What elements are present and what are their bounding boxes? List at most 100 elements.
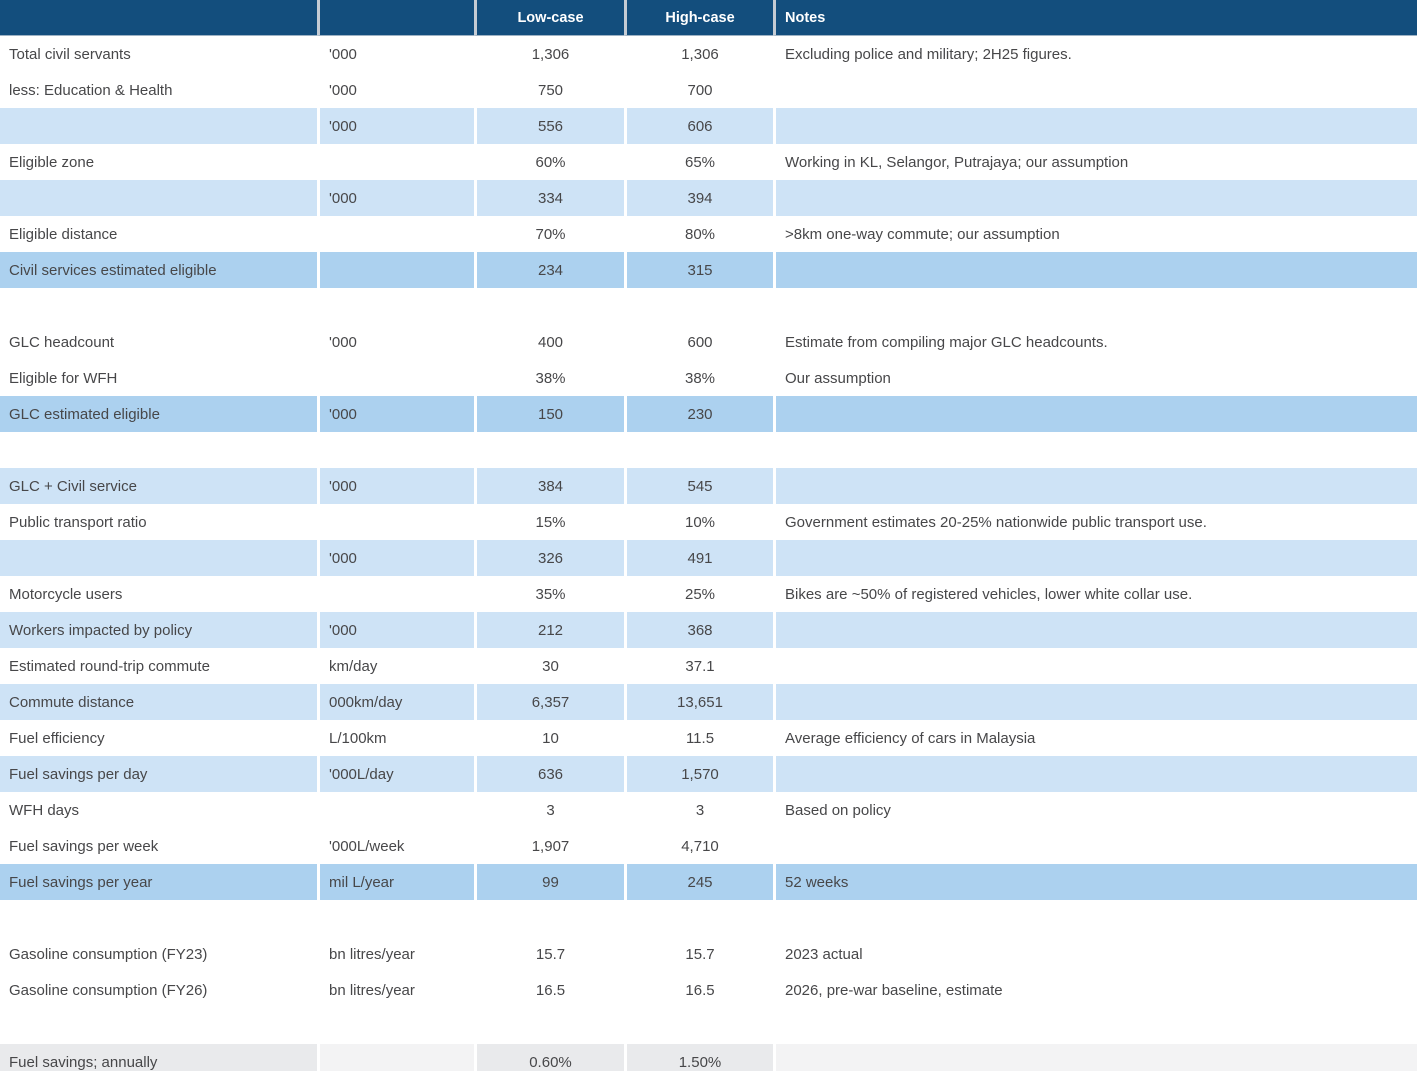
- column-header-label[interactable]: [0, 0, 317, 36]
- low-case-cell[interactable]: 38%: [474, 360, 624, 396]
- high-case-cell[interactable]: 80%: [624, 216, 773, 252]
- notes-cell[interactable]: Bikes are ~50% of registered vehicles, l…: [773, 576, 1417, 612]
- unit-cell[interactable]: [317, 900, 474, 936]
- row-label-cell[interactable]: [0, 1008, 317, 1044]
- low-case-cell[interactable]: 60%: [474, 144, 624, 180]
- row-label-cell[interactable]: Eligible zone: [0, 144, 317, 180]
- notes-cell[interactable]: [773, 180, 1417, 216]
- unit-cell[interactable]: [317, 144, 474, 180]
- low-case-cell[interactable]: 6,357: [474, 684, 624, 720]
- high-case-cell[interactable]: 15.7: [624, 936, 773, 972]
- unit-cell[interactable]: [317, 360, 474, 396]
- low-case-cell[interactable]: 70%: [474, 216, 624, 252]
- row-label-cell[interactable]: Eligible for WFH: [0, 360, 317, 396]
- low-case-cell[interactable]: 30: [474, 648, 624, 684]
- low-case-cell[interactable]: 636: [474, 756, 624, 792]
- unit-cell[interactable]: '000: [317, 36, 474, 72]
- column-header-low-case[interactable]: Low-case: [474, 0, 624, 36]
- row-label-cell[interactable]: GLC + Civil service: [0, 468, 317, 504]
- notes-cell[interactable]: [773, 612, 1417, 648]
- high-case-cell[interactable]: 37.1: [624, 648, 773, 684]
- notes-cell[interactable]: [773, 1044, 1417, 1071]
- low-case-cell[interactable]: 150: [474, 396, 624, 432]
- high-case-cell[interactable]: 10%: [624, 504, 773, 540]
- notes-cell[interactable]: 52 weeks: [773, 864, 1417, 900]
- high-case-cell[interactable]: 1.50%: [624, 1044, 773, 1071]
- unit-cell[interactable]: 000km/day: [317, 684, 474, 720]
- unit-cell[interactable]: [317, 216, 474, 252]
- high-case-cell[interactable]: [624, 900, 773, 936]
- notes-cell[interactable]: [773, 432, 1417, 468]
- row-label-cell[interactable]: WFH days: [0, 792, 317, 828]
- low-case-cell[interactable]: 384: [474, 468, 624, 504]
- low-case-cell[interactable]: 556: [474, 108, 624, 144]
- notes-cell[interactable]: [773, 828, 1417, 864]
- row-label-cell[interactable]: Gasoline consumption (FY26): [0, 972, 317, 1008]
- unit-cell[interactable]: L/100km: [317, 720, 474, 756]
- notes-cell[interactable]: Estimate from compiling major GLC headco…: [773, 324, 1417, 360]
- high-case-cell[interactable]: 25%: [624, 576, 773, 612]
- notes-cell[interactable]: >8km one-way commute; our assumption: [773, 216, 1417, 252]
- high-case-cell[interactable]: 38%: [624, 360, 773, 396]
- low-case-cell[interactable]: 0.60%: [474, 1044, 624, 1071]
- column-header-unit[interactable]: [317, 0, 474, 36]
- column-header-notes[interactable]: Notes: [773, 0, 1417, 36]
- high-case-cell[interactable]: [624, 288, 773, 324]
- low-case-cell[interactable]: 326: [474, 540, 624, 576]
- notes-cell[interactable]: 2023 actual: [773, 936, 1417, 972]
- unit-cell[interactable]: [317, 1008, 474, 1044]
- high-case-cell[interactable]: 16.5: [624, 972, 773, 1008]
- low-case-cell[interactable]: 750: [474, 72, 624, 108]
- high-case-cell[interactable]: 606: [624, 108, 773, 144]
- row-label-cell[interactable]: Gasoline consumption (FY23): [0, 936, 317, 972]
- notes-cell[interactable]: [773, 648, 1417, 684]
- row-label-cell[interactable]: [0, 900, 317, 936]
- notes-cell[interactable]: [773, 72, 1417, 108]
- row-label-cell[interactable]: Fuel efficiency: [0, 720, 317, 756]
- high-case-cell[interactable]: 13,651: [624, 684, 773, 720]
- row-label-cell[interactable]: GLC estimated eligible: [0, 396, 317, 432]
- notes-cell[interactable]: [773, 288, 1417, 324]
- high-case-cell[interactable]: 1,570: [624, 756, 773, 792]
- notes-cell[interactable]: [773, 540, 1417, 576]
- low-case-cell[interactable]: 234: [474, 252, 624, 288]
- row-label-cell[interactable]: Civil services estimated eligible: [0, 252, 317, 288]
- high-case-cell[interactable]: 545: [624, 468, 773, 504]
- low-case-cell[interactable]: 3: [474, 792, 624, 828]
- low-case-cell[interactable]: [474, 1008, 624, 1044]
- unit-cell[interactable]: '000: [317, 324, 474, 360]
- row-label-cell[interactable]: GLC headcount: [0, 324, 317, 360]
- unit-cell[interactable]: [317, 252, 474, 288]
- row-label-cell[interactable]: Fuel savings per year: [0, 864, 317, 900]
- unit-cell[interactable]: mil L/year: [317, 864, 474, 900]
- high-case-cell[interactable]: 65%: [624, 144, 773, 180]
- row-label-cell[interactable]: less: Education & Health: [0, 72, 317, 108]
- notes-cell[interactable]: [773, 684, 1417, 720]
- notes-cell[interactable]: Working in KL, Selangor, Putrajaya; our …: [773, 144, 1417, 180]
- notes-cell[interactable]: [773, 756, 1417, 792]
- notes-cell[interactable]: Based on policy: [773, 792, 1417, 828]
- low-case-cell[interactable]: 400: [474, 324, 624, 360]
- low-case-cell[interactable]: 15.7: [474, 936, 624, 972]
- high-case-cell[interactable]: 245: [624, 864, 773, 900]
- notes-cell[interactable]: Our assumption: [773, 360, 1417, 396]
- row-label-cell[interactable]: Motorcycle users: [0, 576, 317, 612]
- row-label-cell[interactable]: [0, 108, 317, 144]
- notes-cell[interactable]: [773, 1008, 1417, 1044]
- notes-cell[interactable]: [773, 108, 1417, 144]
- notes-cell[interactable]: Government estimates 20-25% nationwide p…: [773, 504, 1417, 540]
- high-case-cell[interactable]: [624, 432, 773, 468]
- row-label-cell[interactable]: [0, 540, 317, 576]
- high-case-cell[interactable]: 700: [624, 72, 773, 108]
- low-case-cell[interactable]: 99: [474, 864, 624, 900]
- unit-cell[interactable]: [317, 792, 474, 828]
- notes-cell[interactable]: [773, 900, 1417, 936]
- notes-cell[interactable]: [773, 396, 1417, 432]
- row-label-cell[interactable]: [0, 432, 317, 468]
- row-label-cell[interactable]: Public transport ratio: [0, 504, 317, 540]
- low-case-cell[interactable]: [474, 288, 624, 324]
- notes-cell[interactable]: [773, 252, 1417, 288]
- row-label-cell[interactable]: Fuel savings per day: [0, 756, 317, 792]
- unit-cell[interactable]: '000: [317, 612, 474, 648]
- unit-cell[interactable]: [317, 1044, 474, 1071]
